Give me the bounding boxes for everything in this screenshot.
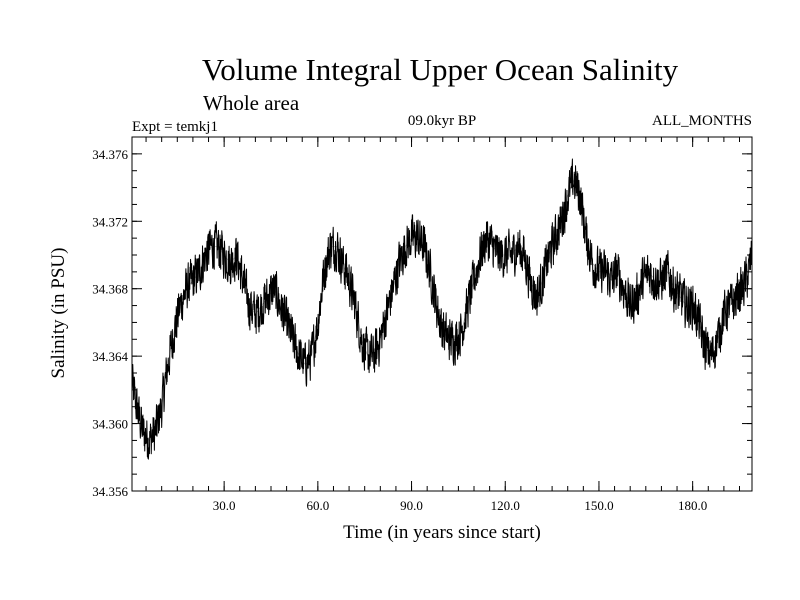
salinity-series-line (131, 158, 753, 460)
y-tick-label: 34.376 (92, 147, 128, 162)
header-center: 09.0kyr BP (408, 113, 476, 129)
chart-subtitle: Whole area (203, 91, 300, 115)
x-tick-label: 150.0 (584, 498, 613, 513)
chart-title: Volume Integral Upper Ocean Salinity (202, 52, 679, 87)
x-tick-label: 90.0 (400, 498, 423, 513)
x-axis-label: Time (in years since start) (343, 522, 541, 543)
header-right: ALL_MONTHS (652, 113, 752, 129)
y-tick-label: 34.360 (92, 417, 128, 432)
x-tick-label: 30.0 (213, 498, 236, 513)
header-left: Expt = temkj1 (132, 119, 218, 135)
axes-group: 34.356 34.360 34.364 34.368 34.372 34.376 30.0… (92, 136, 753, 513)
y-tick-label: 34.356 (92, 484, 128, 499)
plot-frame (131, 136, 753, 492)
y-tick-label: 34.364 (92, 349, 128, 364)
salinity-trend-line (131, 178, 753, 441)
y-tick-label: 34.368 (92, 282, 128, 297)
x-tick-label: 180.0 (678, 498, 707, 513)
x-tick-label: 60.0 (306, 498, 329, 513)
y-axis-label: Salinity (in PSU) (48, 248, 69, 379)
x-tick-label: 120.0 (491, 498, 520, 513)
y-tick-label: 34.372 (92, 214, 128, 229)
